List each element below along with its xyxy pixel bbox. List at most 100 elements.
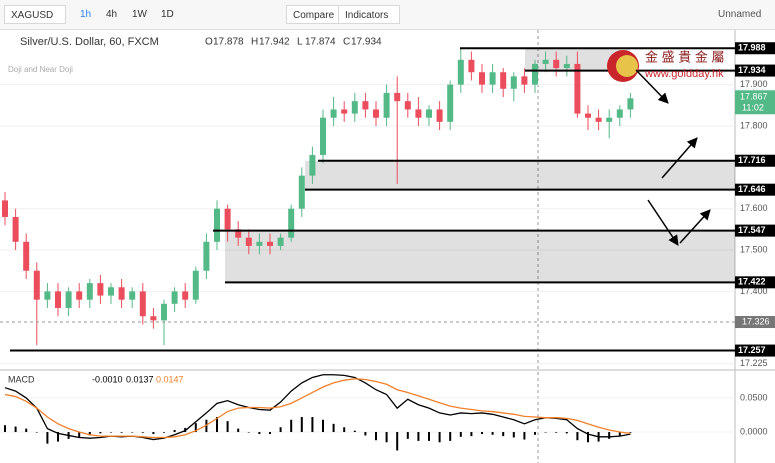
- candle-body: [171, 291, 178, 304]
- crosshair-label: 17.326: [742, 316, 770, 326]
- histogram-bar: [491, 432, 494, 435]
- histogram-bar: [35, 432, 38, 433]
- candle-body: [76, 291, 83, 300]
- indicator-name: MACD: [8, 374, 35, 384]
- indicator-readout: -0.0010: [92, 374, 123, 384]
- symbol-box[interactable]: XAGUSD: [4, 5, 66, 24]
- interval[interactable]: 4h: [106, 9, 118, 20]
- interval[interactable]: 1D: [161, 9, 174, 20]
- level-label: 17.646: [738, 184, 766, 194]
- interval[interactable]: 1W: [132, 9, 147, 20]
- candle-body: [12, 216, 19, 242]
- candle-body: [55, 291, 61, 308]
- arrow: [679, 209, 711, 244]
- indicators-button[interactable]: Indicators: [338, 5, 400, 24]
- histogram-bar: [14, 426, 17, 433]
- indicator-readout: 0.0137: [126, 374, 154, 384]
- candle-body: [627, 98, 634, 110]
- candle-body: [44, 291, 51, 300]
- histogram-bar: [120, 432, 123, 433]
- candle-body: [267, 241, 273, 246]
- level-label-bg: [735, 276, 775, 289]
- layout-name[interactable]: Unnamed: [718, 9, 762, 20]
- y-tick-label: 0.0000: [740, 426, 768, 436]
- histogram-bar: [173, 429, 176, 433]
- level-label: 17.716: [738, 155, 766, 165]
- histogram-bar: [534, 432, 536, 435]
- watermark: www.goldday.hk: [644, 68, 724, 80]
- candle-body: [256, 241, 263, 246]
- candle-body: [500, 72, 507, 89]
- candle-body: [415, 109, 422, 118]
- interval[interactable]: 1h: [80, 9, 92, 20]
- candle-body: [426, 109, 432, 118]
- candle-body: [585, 113, 591, 118]
- histogram-bar: [417, 432, 420, 441]
- candle-body: [298, 175, 305, 209]
- candle-body: [563, 63, 570, 69]
- candle-body: [489, 72, 496, 85]
- candle-body: [86, 283, 93, 300]
- legend-key: C: [343, 37, 350, 48]
- y-tick-label: 17.400: [740, 286, 768, 296]
- arrow: [635, 69, 669, 104]
- candle-body: [468, 59, 475, 73]
- histogram-bar: [406, 432, 409, 439]
- histogram-bar: [311, 417, 314, 433]
- y-tick-label: 17.225: [740, 358, 768, 368]
- y-tick-label: 0.0500: [740, 392, 768, 402]
- histogram-bar: [226, 421, 229, 433]
- candle-body: [532, 63, 538, 85]
- candle-body: [479, 72, 485, 85]
- histogram-bar: [396, 432, 399, 451]
- candle-body: [150, 316, 157, 321]
- candle-body: [373, 109, 379, 118]
- histogram-bar: [290, 419, 293, 433]
- candle-body: [23, 241, 30, 271]
- candle-body: [595, 117, 602, 122]
- candle-body: [351, 101, 358, 114]
- last-price-label: 17.867: [740, 92, 768, 102]
- histogram-bar: [523, 432, 526, 440]
- candle-body: [457, 59, 464, 85]
- level-label-bg: [735, 154, 775, 167]
- candle-body: [224, 208, 231, 230]
- toolbar: XAGUSD 1h 4h 1W 1D Compare Indicators Un…: [0, 0, 775, 30]
- candle-body: [118, 287, 125, 300]
- histogram-bar: [88, 432, 91, 436]
- histogram-bar: [279, 427, 282, 433]
- histogram-bar: [587, 432, 589, 443]
- histogram-bar: [343, 427, 346, 433]
- histogram-bar: [99, 432, 102, 434]
- histogram-bar: [237, 428, 240, 433]
- histogram-bar: [332, 423, 335, 433]
- histogram-bar: [300, 417, 303, 433]
- histogram-bar: [131, 432, 134, 433]
- y-tick-label: 17.800: [740, 120, 768, 130]
- histogram-bar: [470, 432, 473, 437]
- study-name: Doji and Near Doji: [8, 65, 73, 74]
- histogram-bar: [555, 432, 558, 433]
- level-label-bg: [735, 224, 775, 237]
- legend-value: 17.934: [351, 37, 382, 48]
- candle-body: [394, 92, 401, 102]
- histogram-bar: [449, 432, 452, 441]
- legend-key: H: [251, 37, 258, 48]
- legend-key: L: [297, 37, 303, 48]
- histogram-bar: [152, 432, 155, 435]
- histogram-bar: [110, 432, 112, 433]
- candle-body: [33, 270, 40, 300]
- candle-body: [309, 154, 316, 176]
- histogram-bar: [194, 423, 197, 433]
- candle-body: [436, 109, 443, 122]
- histogram-bar: [353, 430, 356, 433]
- candle-body: [108, 287, 114, 296]
- histogram-bar: [269, 432, 271, 435]
- histogram-bar: [163, 432, 165, 433]
- histogram-bar: [375, 432, 377, 441]
- histogram-bar: [618, 432, 621, 437]
- legend-value: 17.942: [259, 37, 290, 48]
- candle-body: [521, 76, 528, 85]
- candle-body: [616, 109, 623, 118]
